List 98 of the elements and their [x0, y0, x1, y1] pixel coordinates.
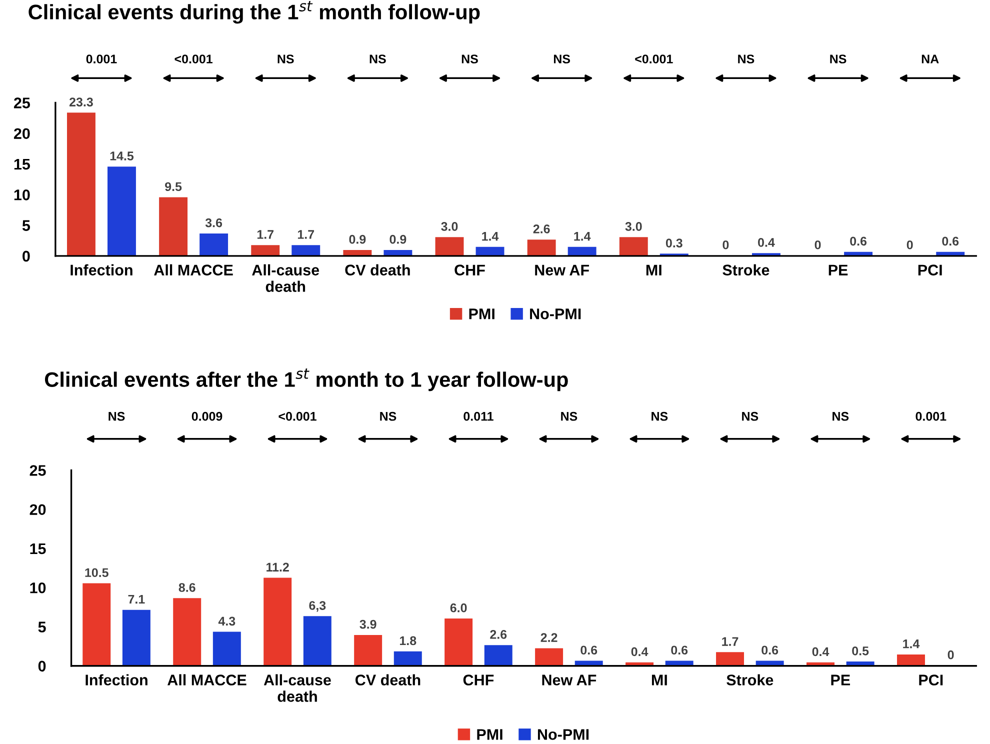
data-label: 2.6: [533, 224, 550, 234]
x-tick-label: Stroke: [722, 264, 770, 276]
x-tick-label: CHF: [454, 264, 485, 276]
data-label: 14.5: [110, 152, 134, 160]
x-tick-label: PE: [831, 674, 850, 686]
text: NS: [830, 54, 846, 64]
data-label: 0.6: [580, 646, 598, 655]
data-label: 3.9: [360, 620, 376, 629]
text: NS: [742, 412, 758, 421]
text: 0.001: [86, 54, 117, 64]
y-tick-label: 20: [14, 128, 30, 140]
text: NS: [370, 54, 386, 64]
data-label: 2.2: [540, 633, 558, 642]
data-label: 10.5: [85, 568, 108, 578]
data-label: 0.4: [631, 647, 648, 656]
data-label: 0.6: [850, 236, 867, 246]
x-tick-label: New AF: [535, 264, 589, 276]
x-tick-label: Infection: [86, 674, 148, 686]
y-tick-label: 0: [22, 250, 30, 262]
y-tick-label: 5: [22, 220, 30, 231]
y-tick-label: 25: [14, 98, 30, 108]
y-tick-label: 15: [30, 544, 46, 554]
text: NS: [462, 54, 478, 64]
data-label: 0.6: [942, 236, 959, 246]
text: <0.001: [635, 54, 673, 64]
data-label: 0.4: [758, 238, 775, 247]
text: NS: [554, 54, 570, 64]
y-tick-label: 15: [14, 159, 30, 170]
text: <0.001: [174, 54, 212, 64]
text: NS: [561, 412, 578, 421]
data-label: 0.6: [671, 646, 688, 655]
text: 0.001: [916, 412, 946, 421]
y-tick-label: 25: [30, 465, 46, 476]
data-label: 6.0: [450, 603, 467, 612]
data-label: 1.7: [722, 637, 738, 646]
data-label: 2.6: [490, 630, 507, 639]
legend-label: PMI: [469, 308, 494, 320]
data-label: 1.7: [257, 230, 274, 239]
x-tick-label: All MACCE: [154, 264, 233, 276]
legend-label: PMI: [477, 729, 502, 740]
text: NS: [738, 54, 754, 64]
data-label: 1.7: [298, 230, 314, 239]
x-tick-label: PE: [828, 264, 848, 276]
data-label: 23.3: [69, 98, 93, 106]
y-tick-label: 20: [30, 504, 46, 516]
text: NS: [652, 412, 668, 421]
x-tick-label: CHF: [463, 674, 494, 686]
x-tick-label: Stroke: [726, 674, 774, 686]
text: 0.011: [464, 412, 494, 421]
data-label: 0: [906, 240, 913, 250]
data-label: 4.3: [218, 616, 236, 626]
chart-title: Clinical events during the 1$^{st}$ month follow-up: [28, 1, 480, 24]
data-label: 0: [814, 240, 821, 250]
y-tick-label: 10: [30, 582, 46, 594]
y-tick-label: 0: [38, 660, 46, 672]
x-tick-label: MI: [652, 674, 667, 686]
data-label: 0: [722, 240, 729, 250]
data-label: 1.8: [400, 636, 416, 646]
x-tick-label: Infection: [70, 264, 132, 276]
data-label: 6,3: [309, 601, 326, 612]
data-label: 0.9: [390, 234, 406, 244]
data-label: 3.0: [441, 222, 458, 231]
data-label: 1.4: [903, 640, 920, 648]
text: <0.001: [278, 412, 316, 421]
data-label: 11.2: [266, 562, 289, 572]
data-label: 8.6: [178, 583, 196, 592]
x-tick-label: CV death: [356, 674, 420, 686]
x-tick-label: MI: [646, 264, 662, 276]
y-tick-label: 10: [14, 190, 30, 200]
data-label: 1.4: [574, 232, 591, 241]
data-label: 0: [948, 650, 954, 660]
y-tick-label: 5: [38, 622, 46, 632]
data-label: 0.6: [762, 646, 778, 655]
data-label: 9.5: [165, 182, 182, 192]
x-tick-label: All MACCE: [167, 674, 246, 686]
x-tick-label: All-cause death: [252, 264, 320, 292]
text: 0.009: [192, 412, 222, 421]
text: NS: [108, 412, 125, 421]
legend-label: No-PMI: [538, 729, 589, 740]
legend-label: No-PMI: [530, 308, 581, 320]
x-tick-label: New AF: [542, 674, 596, 686]
text: NA: [922, 54, 939, 64]
data-label: 7.1: [128, 594, 145, 604]
data-label: 1.4: [482, 232, 499, 241]
data-label: 0.3: [666, 238, 682, 248]
data-label: 0.5: [852, 646, 869, 656]
data-label: 3.0: [625, 222, 642, 231]
chart-title: Clinical events after the 1$^{st}$ month to 1 year follow-up: [44, 368, 568, 392]
data-label: 0.9: [349, 234, 366, 244]
text: NS: [278, 54, 294, 64]
text: NS: [380, 412, 396, 421]
data-label: 3.6: [205, 218, 222, 228]
x-tick-label: All-cause death: [264, 674, 331, 702]
data-label: 0.4: [812, 647, 830, 656]
x-tick-label: PCI: [918, 264, 942, 276]
x-tick-label: CV death: [345, 264, 410, 276]
text: NS: [832, 412, 849, 421]
x-tick-label: PCI: [919, 674, 943, 686]
